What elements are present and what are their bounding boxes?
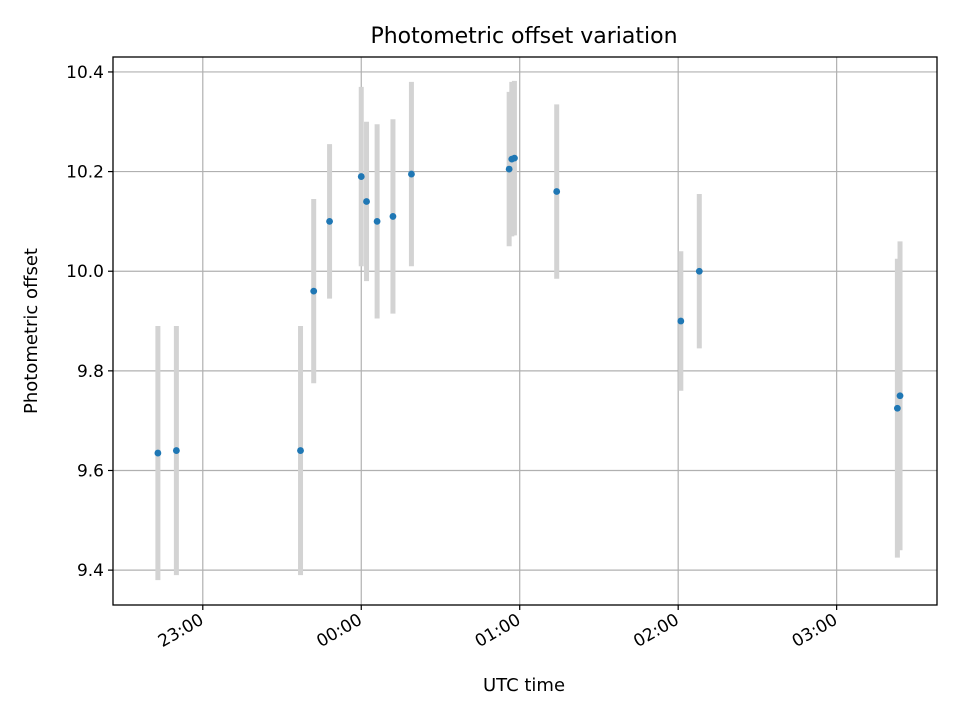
data-point [154,449,162,457]
y-tick-label: 10.0 [66,262,104,282]
data-point [505,165,513,173]
x-tick-label: 23:00 [155,610,207,652]
x-tick-label: 02:00 [630,610,682,652]
axis-ticks: 23:00 00:00 01:00 02:00 03:00 9.4 9.6 9.8 10.0 10… [66,63,841,652]
data-point [695,267,703,275]
data-point [408,170,415,178]
y-tick-label: 9.8 [77,362,104,382]
chart-title: Photometric offset variation [370,24,677,49]
data-point [172,447,180,454]
data-point [310,287,318,295]
y-tick-label: 9.4 [77,561,104,581]
x-axis-label: UTC time [483,675,565,696]
y-tick-label: 9.6 [77,461,104,481]
data-point [553,188,561,195]
data-point [896,392,904,400]
data-point [677,317,685,325]
data-point [326,218,333,225]
x-tick-label: 00:00 [313,610,365,652]
x-tick-label: 01:00 [472,610,524,652]
data-point [389,213,397,220]
plot-frame [112,56,938,606]
error-bars [155,80,903,581]
data-points [154,154,904,457]
data-point [373,218,381,225]
y-axis-label: Photometric offset [21,248,42,414]
y-tick-label: 10.2 [66,163,104,183]
grid [113,57,937,605]
data-point [357,173,365,180]
data-point [893,404,901,412]
data-point [297,447,304,454]
x-tick-label: 03:00 [789,610,841,652]
data-point [511,154,518,162]
data-point [363,198,370,205]
y-tick-label: 10.4 [66,63,104,83]
